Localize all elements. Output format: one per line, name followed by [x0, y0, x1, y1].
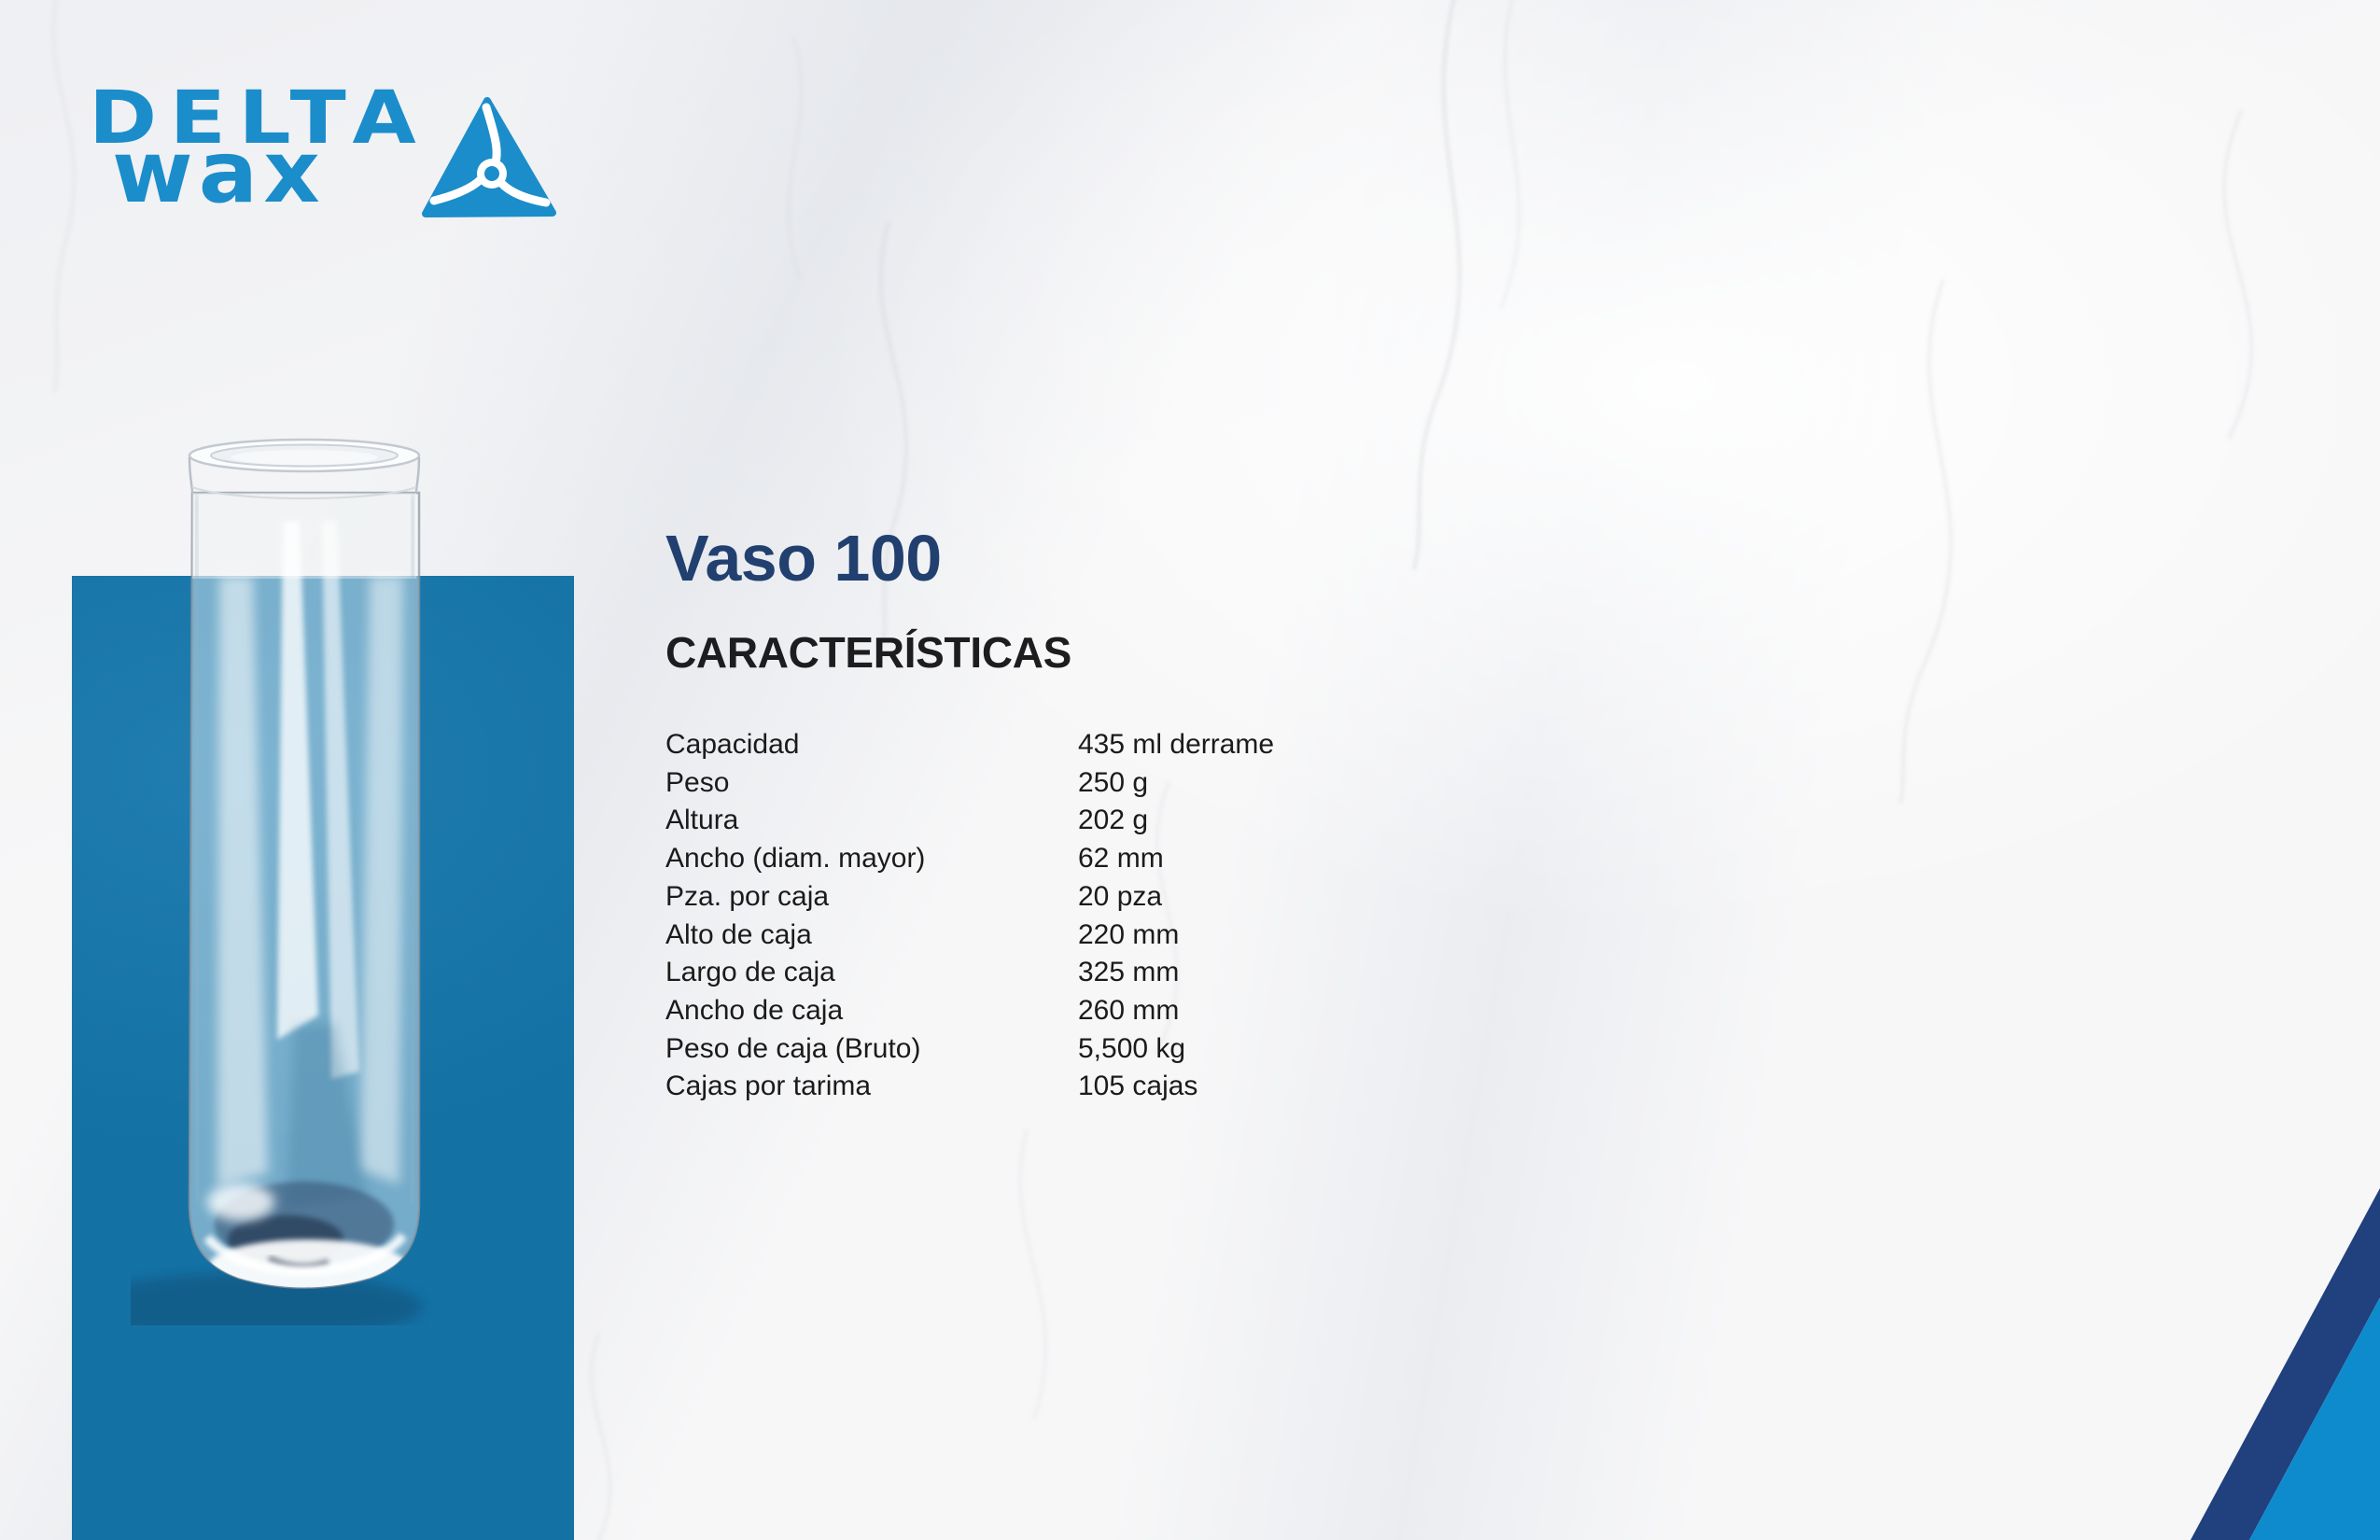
product-photo-glass-vase: [131, 438, 423, 1325]
spec-row: Ancho (diam. mayor) 62 mm: [665, 840, 1375, 878]
spec-value: 62 mm: [1078, 843, 1164, 875]
spec-value: 202 g: [1078, 805, 1149, 836]
corner-accent-decoration: [2191, 1188, 2380, 1540]
spec-label: Peso: [665, 766, 730, 798]
corner-navy-band: [2191, 1188, 2380, 1540]
spec-row: Altura 202 g: [665, 802, 1375, 840]
spec-value: 105 cajas: [1078, 1071, 1198, 1102]
section-heading: CARACTERÍSTICAS: [665, 628, 1072, 677]
spec-value: 20 pza: [1078, 880, 1163, 912]
spec-value: 220 mm: [1078, 918, 1180, 950]
spec-table: Capacidad 435 ml derrame Peso 250 g Altu…: [665, 726, 1375, 1106]
spec-label: Peso de caja (Bruto): [665, 1032, 921, 1064]
brand-triangle-swirl-icon: [422, 97, 556, 217]
spec-row: Ancho de caja 260 mm: [665, 992, 1375, 1030]
spec-row: Cajas por tarima 105 cajas: [665, 1068, 1375, 1106]
spec-row: Peso 250 g: [665, 764, 1375, 803]
product-title: Vaso 100: [665, 522, 942, 595]
spec-value: 260 mm: [1078, 994, 1180, 1026]
spec-label: Pza. por caja: [665, 880, 830, 912]
spec-row: Pza. por caja 20 pza: [665, 878, 1375, 917]
spec-label: Ancho (diam. mayor): [665, 843, 926, 875]
corner-blue-triangle: [2249, 1297, 2380, 1540]
spec-row: Alto de caja 220 mm: [665, 917, 1375, 955]
brand-wordmark-wax: wax: [112, 122, 326, 222]
spec-row: Largo de caja 325 mm: [665, 954, 1375, 992]
spec-label: Alto de caja: [665, 918, 812, 950]
spec-label: Capacidad: [665, 729, 800, 760]
brand-wordmark-delta: DELTA: [89, 77, 429, 161]
vase-shadow: [131, 1273, 423, 1325]
spec-row: Peso de caja (Bruto) 5,500 kg: [665, 1030, 1375, 1069]
spec-label: Cajas por tarima: [665, 1071, 872, 1102]
spec-value: 5,500 kg: [1078, 1032, 1186, 1064]
spec-value: 250 g: [1078, 766, 1149, 798]
spec-label: Largo de caja: [665, 957, 835, 988]
spec-label: Ancho de caja: [665, 994, 844, 1026]
spec-label: Altura: [665, 805, 739, 836]
spec-row: Capacidad 435 ml derrame: [665, 726, 1375, 764]
spec-value: 325 mm: [1078, 957, 1180, 988]
spec-value: 435 ml derrame: [1078, 729, 1275, 760]
